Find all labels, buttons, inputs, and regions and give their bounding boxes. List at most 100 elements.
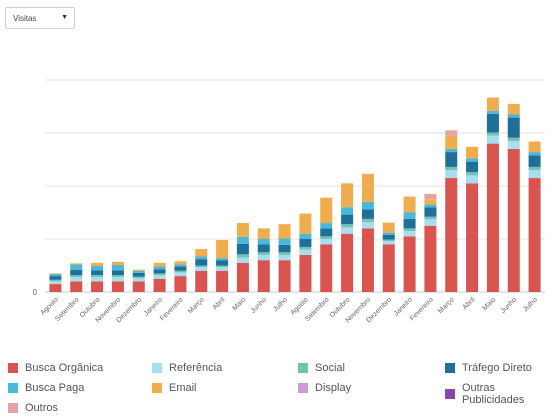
bar-segment — [132, 270, 145, 273]
legend-item[interactable]: Display — [298, 382, 351, 394]
bar-segment — [341, 227, 354, 234]
bar-segment — [361, 222, 374, 229]
bar-segment — [195, 270, 208, 292]
bar-segment — [91, 275, 104, 278]
chart-legend: Busca Orgânica Referência Social Tráfego Di… — [0, 357, 560, 420]
bar-segment — [403, 236, 416, 292]
bar-segment — [361, 173, 374, 202]
bar-segment — [382, 234, 395, 240]
bar-segment — [236, 236, 249, 244]
bar-segment — [445, 170, 458, 179]
legend-label: Tráfego Direto — [462, 362, 532, 374]
legend-item[interactable]: Email — [152, 382, 197, 394]
metric-dropdown[interactable]: Visitas ▼ — [5, 7, 75, 29]
bar-segment — [111, 264, 124, 271]
bar-segment — [216, 270, 229, 292]
bar-segment — [528, 170, 541, 179]
bar-segment — [466, 183, 479, 292]
bar-segment — [49, 273, 62, 277]
legend-item[interactable]: Outras Publicidades — [445, 382, 560, 406]
bar-segment — [153, 278, 166, 292]
legend-item[interactable]: Tráfego Direto — [445, 362, 532, 374]
bar-segment — [424, 225, 437, 292]
bar-segment — [361, 209, 374, 219]
bar-segment — [424, 207, 437, 217]
bar-segment — [528, 152, 541, 156]
bar-segment — [382, 222, 395, 233]
legend-item[interactable]: Social — [298, 362, 345, 374]
bar-segment — [111, 261, 124, 265]
bar-segment — [507, 148, 520, 292]
legend-label: Outros — [25, 402, 59, 414]
x-tick-label: Junho — [250, 296, 269, 315]
legend-swatch — [445, 363, 455, 373]
bar-segment — [216, 258, 229, 261]
legend-item[interactable]: Outros — [8, 402, 58, 414]
bar-segment — [236, 262, 249, 292]
bar-segment — [49, 276, 62, 280]
x-tick-label: Julho — [522, 296, 539, 313]
bar-segment — [320, 244, 333, 292]
bar-segment — [528, 178, 541, 292]
bar-segment — [257, 239, 270, 245]
chevron-down-icon: ▼ — [61, 14, 68, 21]
bar-segment — [320, 236, 333, 239]
bar-segment — [424, 199, 437, 205]
x-tick-label: Abril — [462, 296, 477, 311]
bar-segment — [70, 277, 83, 282]
bar-segment — [445, 166, 458, 171]
bar-segment — [403, 218, 416, 229]
legend-item[interactable]: Referência — [152, 362, 222, 374]
bar-segment — [91, 281, 104, 292]
bar-segment — [132, 278, 145, 282]
bar-segment — [236, 254, 249, 258]
bar-segment — [403, 196, 416, 213]
bar-segment — [91, 266, 104, 271]
bar-segment — [466, 158, 479, 162]
bar-segment — [257, 244, 270, 253]
bar-segment — [299, 249, 312, 255]
bar-segment — [528, 141, 541, 153]
bar-segment — [174, 272, 187, 277]
x-tick-label: Abril — [212, 296, 227, 311]
legend-label: Busca Paga — [25, 382, 85, 394]
bar-segment — [70, 264, 83, 270]
bar-segment — [507, 117, 520, 138]
bar-segment — [278, 238, 291, 245]
bar-segment — [424, 204, 437, 208]
bar-segment — [486, 113, 499, 133]
bar-segment — [445, 152, 458, 167]
bar-segment — [278, 260, 291, 292]
legend-swatch — [152, 383, 162, 393]
bar-segment — [195, 259, 208, 266]
bar-segment — [299, 246, 312, 250]
bar-segment — [195, 256, 208, 260]
bar-segment — [320, 239, 333, 245]
bar-segment — [132, 272, 145, 277]
bar-segment — [466, 146, 479, 159]
bar-segment — [486, 132, 499, 136]
bar-segment — [382, 244, 395, 292]
bar-segment — [466, 172, 479, 176]
bar-segment — [195, 249, 208, 257]
bar-segment — [216, 240, 229, 259]
bar-segment — [320, 197, 333, 224]
bar-segment — [153, 266, 166, 270]
legend-item[interactable]: Busca Orgânica — [8, 362, 103, 374]
bar-segment — [341, 233, 354, 292]
bar-segment — [403, 212, 416, 219]
bar-segment — [49, 281, 62, 285]
bar-segment — [111, 277, 124, 282]
bar-segment — [466, 175, 479, 184]
bar-segment — [507, 140, 520, 149]
legend-item[interactable]: Busca Paga — [8, 382, 84, 394]
bar-segment — [486, 135, 499, 144]
x-tick-label: Março — [187, 296, 206, 315]
bar-segment — [111, 270, 124, 276]
bar-segment — [91, 270, 104, 276]
x-tick-label: Julho — [272, 296, 289, 313]
bar-segment — [361, 218, 374, 223]
y-tick-label: 0 — [33, 288, 38, 297]
bar-segment — [174, 266, 187, 271]
